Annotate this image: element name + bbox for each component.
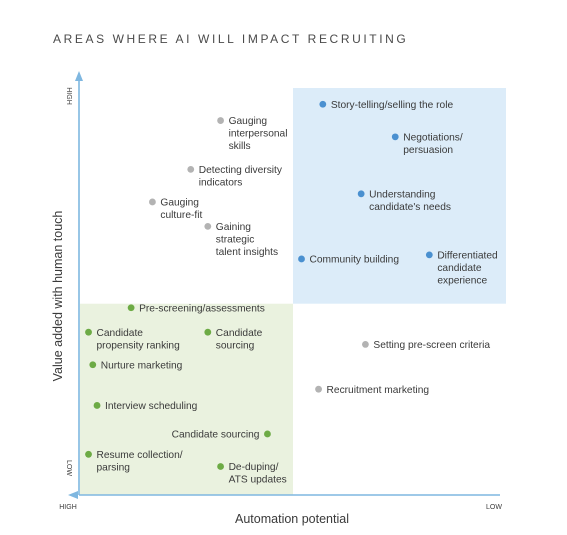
data-point-label-line: Nurture marketing <box>101 360 183 371</box>
data-point-label: Negotiations/persuasion <box>403 132 463 156</box>
data-point-label-line: strategic <box>216 234 255 245</box>
data-point-dot <box>204 222 212 230</box>
data-point-dot <box>149 198 156 206</box>
data-point-label-line: parsing <box>97 462 131 473</box>
data-point-label: Gaining strategic talent insights <box>216 222 278 258</box>
data-point-label: Community building <box>310 255 400 266</box>
y-tick-low: LOW <box>65 460 72 476</box>
data-point-label: Nurture marketing <box>101 360 183 371</box>
x-tick-low: LOW <box>486 504 502 511</box>
data-point-label: Gauging interpersonal skills <box>229 116 288 152</box>
data-point-label-line: indicators <box>199 178 243 189</box>
data-point-label-line: Gauging <box>229 116 268 127</box>
data-point-label-line: interpersonal <box>229 129 288 140</box>
data-point-label-line: candidate <box>437 263 482 274</box>
data-point-label: Gauging culture-fit <box>160 198 202 222</box>
y-tick-high: HIGH <box>65 87 72 105</box>
x-axis-arrowhead <box>68 491 78 499</box>
data-point-label: Candidate propensity ranking <box>97 328 181 352</box>
data-point-label-line: culture-fit <box>160 210 202 221</box>
data-point-label: Candidate sourcing <box>172 430 260 441</box>
data-point-label-line: Differentiated <box>437 250 498 261</box>
data-point-label-line: ATS updates <box>229 475 287 486</box>
data-point-label-line: talent insights <box>216 247 278 258</box>
data-point-label: Resume collection/parsing <box>97 450 183 474</box>
data-point-label: Detecting diversity indicators <box>199 165 283 189</box>
data-point-label-line: persuasion <box>403 145 453 156</box>
data-point-label: Candidate sourcing <box>216 328 263 352</box>
data-point-dot <box>315 385 322 393</box>
data-point-label-line: Recruitment marketing <box>327 385 430 396</box>
data-point-label-line: Negotiations/ <box>403 132 463 143</box>
data-point-label-line: Candidate <box>216 328 263 339</box>
data-point-label: Understanding candidate's needs <box>369 189 451 213</box>
data-point-dot <box>89 361 97 369</box>
data-point-label: Recruitment marketing <box>327 385 430 396</box>
data-point-dot <box>85 328 92 336</box>
high-touch-zone <box>293 88 506 304</box>
automation-zone <box>80 303 293 495</box>
data-point-dot <box>391 133 399 141</box>
data-point-label-line: Story-telling/selling the role <box>331 100 454 111</box>
data-point-label-line: Detecting diversity <box>199 165 283 176</box>
data-point-label-line: Understanding <box>369 189 436 200</box>
data-point-label-line: De-duping/ <box>229 462 279 473</box>
chart-title: AREAS WHERE AI WILL IMPACT RECRUITING <box>53 32 409 46</box>
data-point-label-line: Setting pre-screen criteria <box>373 340 490 351</box>
x-tick-high: HIGH <box>59 504 77 511</box>
data-point-dot <box>217 117 224 124</box>
data-point-label-line: candidate's needs <box>369 202 451 213</box>
data-point-dot <box>319 100 327 108</box>
data-point-dot <box>187 166 195 173</box>
data-point-label: Differentiated candidate experience <box>437 250 498 286</box>
data-point-label-line: skills <box>229 141 251 152</box>
data-point-label: Story-telling/selling the role <box>331 100 454 111</box>
data-point-dot <box>93 402 101 409</box>
data-point-label: Setting pre-screen criteria <box>373 340 490 351</box>
data-point-dot <box>298 255 305 263</box>
data-point-label-line: Candidate <box>97 328 144 339</box>
data-point-label: De-duping/ATS updates <box>229 462 287 486</box>
data-point-label-line: Gauging <box>160 198 199 209</box>
data-point-label-line: Pre-screening/assessments <box>139 303 265 314</box>
data-point-label-line: Candidate sourcing <box>172 430 260 441</box>
data-point-dot <box>204 328 212 336</box>
x-axis-label: Automation potential <box>235 512 349 526</box>
data-point-dot <box>425 251 433 259</box>
data-point-dot <box>217 463 224 470</box>
data-point-label: Pre-screening/assessments <box>139 303 265 314</box>
data-point-label-line: experience <box>437 275 487 286</box>
data-point-dot <box>357 190 365 198</box>
y-axis-label: Value added with human touch <box>51 211 65 382</box>
data-point-label-line: propensity ranking <box>97 340 181 351</box>
data-points: Story-telling/selling the role Negotiatio… <box>85 100 498 486</box>
data-point-label: Interview scheduling <box>105 401 198 412</box>
data-point-dot <box>264 430 271 438</box>
data-point-dot <box>127 304 135 312</box>
y-axis-arrowhead <box>75 71 83 81</box>
data-point-dot <box>85 450 92 458</box>
data-point-label-line: Community building <box>310 255 400 266</box>
data-point-dot <box>362 341 369 348</box>
data-point-label-line: Resume collection/ <box>97 450 183 461</box>
data-point-label-line: Interview scheduling <box>105 401 198 412</box>
data-point-label-line: Gaining <box>216 222 251 233</box>
data-point-label-line: sourcing <box>216 340 255 351</box>
